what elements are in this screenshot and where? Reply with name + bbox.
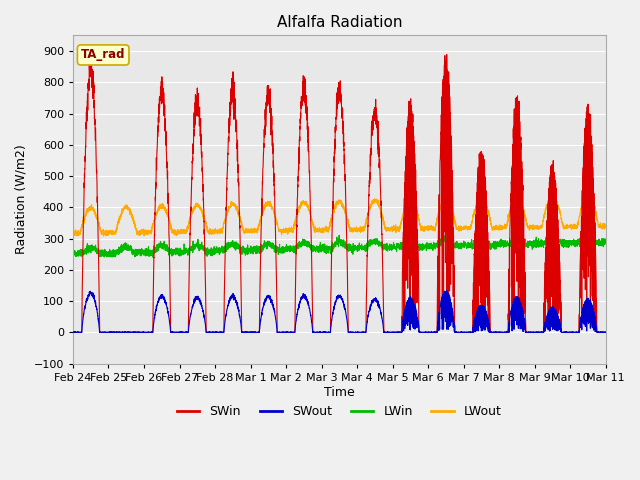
Text: TA_rad: TA_rad: [81, 48, 125, 61]
Title: Alfalfa Radiation: Alfalfa Radiation: [276, 15, 402, 30]
Y-axis label: Radiation (W/m2): Radiation (W/m2): [15, 144, 28, 254]
Legend: SWin, SWout, LWin, LWout: SWin, SWout, LWin, LWout: [172, 400, 507, 423]
X-axis label: Time: Time: [324, 385, 355, 398]
